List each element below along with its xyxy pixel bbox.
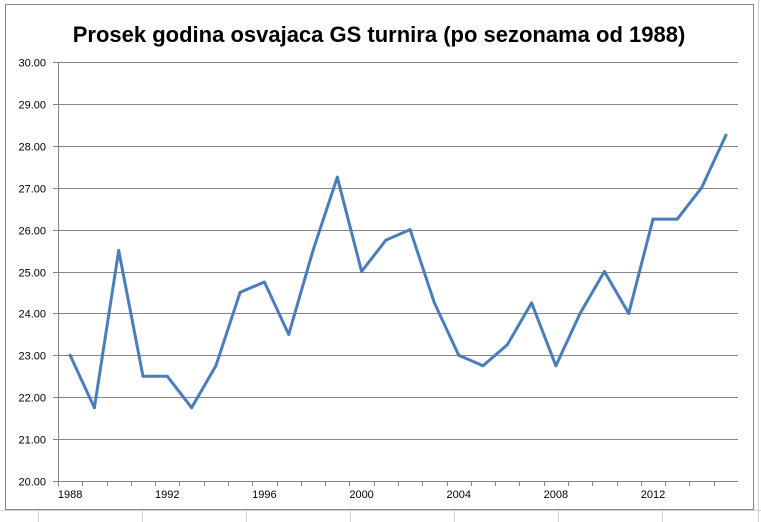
y-tick-label: 24.00	[18, 309, 46, 321]
data-point	[554, 364, 558, 368]
data-point	[165, 374, 169, 378]
data-point	[92, 406, 96, 410]
data-point	[602, 270, 606, 273]
data-point	[481, 364, 485, 368]
data-point	[68, 353, 72, 357]
x-tick-label: 1988	[58, 489, 82, 501]
data-point	[190, 406, 194, 410]
x-tick-label: 2000	[349, 489, 373, 501]
x-axis: 1988 1992 1996 2000 2004 2008 2012	[58, 481, 715, 501]
x-tick-label: 2008	[544, 489, 568, 501]
data-point	[578, 311, 582, 315]
data-point	[262, 280, 266, 284]
data-point	[724, 133, 728, 137]
gridlines	[58, 62, 738, 482]
chart-area[interactable]	[5, 4, 754, 510]
y-tick-label: 23.00	[18, 351, 46, 363]
data-point	[384, 238, 388, 242]
y-tick-label: 22.00	[18, 393, 46, 405]
x-tick-label: 2004	[446, 489, 470, 501]
data-point	[457, 353, 461, 357]
data-point	[117, 249, 121, 252]
data-point	[627, 311, 631, 315]
data-point	[432, 301, 436, 305]
x-tick-label: 1992	[155, 489, 179, 501]
data-point	[287, 332, 291, 336]
y-tick-label: 25.00	[18, 268, 46, 280]
data-point	[141, 374, 145, 378]
y-tick-label: 21.00	[18, 435, 46, 447]
chart-title: Prosek godina osvajaca GS turnira (po se…	[73, 22, 686, 47]
y-tick-label: 26.00	[18, 226, 46, 238]
data-point	[214, 364, 218, 368]
y-tick-label: 30.00	[18, 58, 46, 70]
y-tick-label: 28.00	[18, 142, 46, 154]
data-point	[311, 249, 315, 252]
y-tick-label: 29.00	[18, 100, 46, 112]
data-point	[238, 290, 242, 294]
series-layer	[68, 133, 728, 410]
data-point	[700, 186, 704, 190]
x-tick-label: 1996	[252, 489, 276, 501]
data-point	[360, 270, 364, 273]
series-line[interactable]	[68, 133, 728, 410]
data-point	[335, 175, 339, 179]
data-point	[530, 301, 534, 305]
data-point	[505, 343, 509, 347]
x-tick-label: 2012	[641, 489, 665, 501]
y-tick-label: 20.00	[18, 477, 46, 489]
y-axis: 20.00 21.00 22.00 23.00 24.00 25.00 26.00 27.00…	[18, 58, 58, 489]
data-point	[675, 217, 679, 221]
y-tick-label: 27.00	[18, 184, 46, 196]
data-point	[408, 228, 412, 232]
data-point	[651, 217, 655, 221]
